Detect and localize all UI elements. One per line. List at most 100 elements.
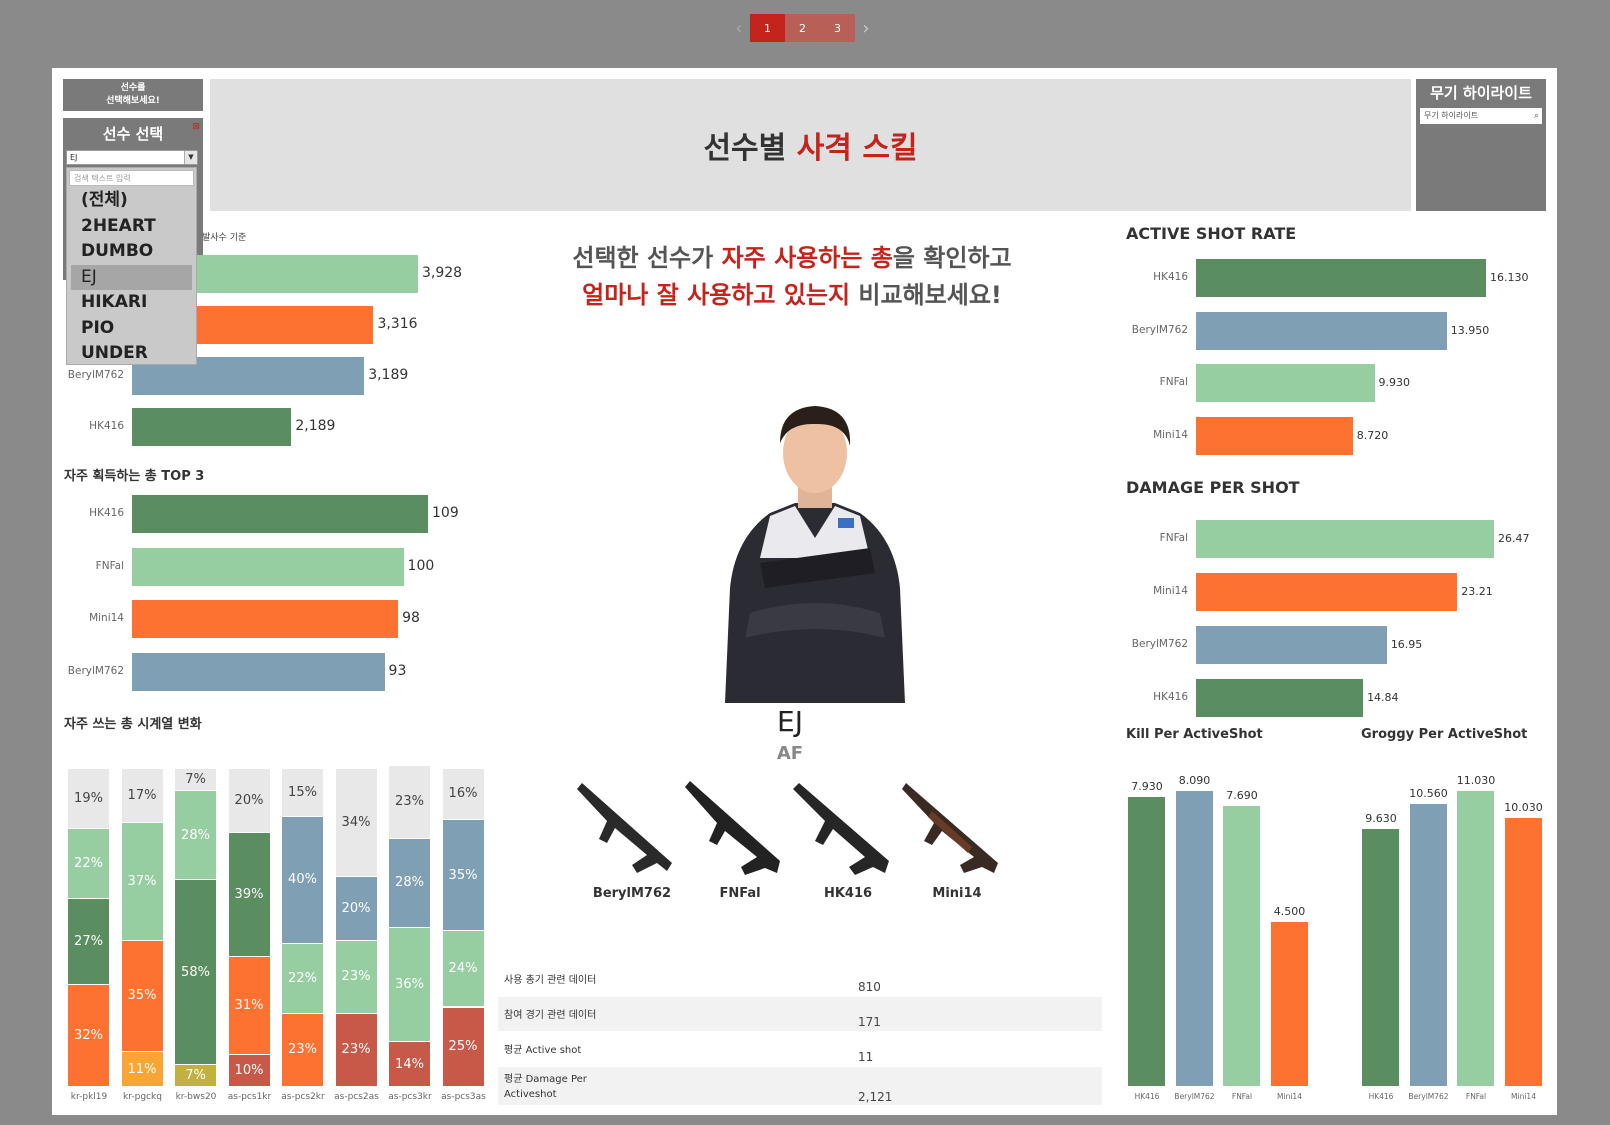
page-2-button[interactable]: 2	[785, 14, 820, 42]
pagination: ‹ 1 2 3 ›	[728, 14, 877, 42]
bar-category-label: BerylM762	[67, 664, 124, 677]
bar	[1504, 817, 1542, 1086]
stat-row-damage-per-activeshot: 평균 Damage Per Activeshot 2,121	[498, 1067, 1102, 1105]
bar	[1270, 921, 1308, 1086]
bar	[1196, 626, 1387, 664]
chart-pickup-title: 자주 획득하는 총 TOP 3	[64, 469, 205, 484]
gun-hk416-icon	[793, 783, 889, 875]
search-icon[interactable]: ⌕	[1533, 111, 1539, 121]
weapon-highlight-input[interactable]: 무기 하이라이트 ⌕	[1420, 108, 1542, 124]
next-page-icon[interactable]: ›	[862, 17, 870, 39]
player-team: AF	[776, 743, 804, 764]
dropdown-option-under[interactable]: UNDER	[81, 343, 148, 363]
gun-label-berylm762: BerylM762	[592, 886, 672, 901]
stat-value: 810	[858, 980, 881, 994]
stack-category-label: as-pcs1kr	[227, 1092, 272, 1102]
gun-label-fnfal: FNFal	[719, 886, 761, 901]
dropdown-search-input[interactable]: 검색 텍스트 입력	[69, 170, 194, 186]
stack-segment: 11%	[121, 1051, 163, 1086]
chart-asr-title: ACTIVE SHOT RATE	[1126, 224, 1297, 243]
stack-segment: 36%	[389, 927, 430, 1042]
bar-value-label: 98	[402, 610, 420, 626]
stat-label: 평균 Active shot	[504, 1045, 582, 1056]
bar-value-label: 16.95	[1390, 638, 1423, 651]
stack-segment: 22%	[282, 942, 323, 1013]
dashboard-canvas: 선수를 선택해보세요! 선수 선택 ⊠ EJ ▼ 검색 텍스트 입력 (전체) …	[52, 68, 1557, 1115]
bar-category-label: BerylM762	[67, 369, 124, 381]
bar-value-label: 9.630	[1365, 811, 1397, 825]
bar-category-label: BerylM762	[1408, 1092, 1449, 1101]
bar-category-label: HK416	[1153, 691, 1188, 703]
stack-segment: 7%	[175, 1063, 216, 1086]
bar	[1196, 364, 1375, 402]
stack-segment: 27%	[68, 898, 109, 985]
player-select[interactable]: EJ ▼	[66, 150, 198, 165]
stat-row-active-shot: 평균 Active shot 11	[498, 1032, 1102, 1066]
stack-category-label: kr-pkl19	[70, 1092, 108, 1102]
stack-category-label: kr-bws20	[175, 1092, 217, 1102]
bar	[132, 495, 428, 533]
stack-segment: 17%	[121, 768, 163, 823]
stack-segment: 23%	[282, 1012, 323, 1086]
stat-label: 평균 Damage Per Activeshot	[504, 1074, 587, 1100]
bar-category-label: FNFal	[1465, 1092, 1487, 1101]
dropdown-option-dumbo[interactable]: DUMBO	[81, 241, 154, 261]
bar-value-label: 16.130	[1490, 271, 1529, 284]
bar-category-label: Mini14	[89, 612, 124, 624]
select-prompt-line1: 선수를	[120, 83, 146, 93]
bar	[1409, 803, 1447, 1086]
bar	[1196, 520, 1494, 558]
stack-segment: 23%	[335, 1012, 377, 1086]
select-prompt-line2: 선택해보세요!	[106, 96, 160, 106]
bar	[1128, 796, 1165, 1086]
chart-kill-title: Kill Per ActiveShot	[1126, 727, 1263, 742]
bar-category-label: BerylM762	[1131, 638, 1188, 650]
bar-category-label: FNFal	[1159, 532, 1188, 544]
stack-segment: 10%	[228, 1054, 270, 1086]
gun-fnfal-icon	[685, 781, 780, 875]
bar-value-label: 3,189	[368, 367, 409, 383]
stack-segment: 35%	[121, 939, 163, 1052]
bar-category-label: Mini14	[1277, 1092, 1302, 1101]
bar	[1457, 791, 1494, 1086]
bar	[1196, 416, 1353, 455]
page-1-button[interactable]: 1	[750, 14, 785, 42]
page-3-button[interactable]: 3	[820, 14, 855, 42]
bar-value-label: 7.690	[1226, 788, 1258, 802]
stack-segment: 20%	[228, 768, 270, 832]
bar-category-label: Mini14	[1511, 1092, 1536, 1101]
bar-value-label: 8.720	[1356, 428, 1389, 442]
bar	[1362, 828, 1399, 1086]
stack-category-label: kr-pgckq	[123, 1092, 162, 1102]
stack-segment: 31%	[228, 955, 270, 1055]
prev-page-icon[interactable]: ‹	[735, 17, 743, 39]
bar-category-label: FNFal	[1231, 1092, 1253, 1101]
dropdown-option-2heart[interactable]: 2HEART	[81, 215, 156, 236]
bar-value-label: 11.030	[1456, 774, 1496, 788]
bar-value-label: 109	[432, 505, 459, 521]
stack-segment: 23%	[335, 939, 377, 1013]
chart-timeseries-title: 자주 쓰는 총 시계열 변화	[64, 717, 202, 732]
stack-segment: 14%	[389, 1041, 430, 1086]
clear-filter-icon[interactable]: ⊠	[192, 122, 200, 132]
stack-segment: 23%	[389, 764, 430, 838]
bar-value-label: 93	[388, 662, 407, 679]
dropdown-option-ej[interactable]: EJ	[71, 264, 192, 290]
stack-segment: 15%	[282, 768, 323, 816]
chevron-down-icon[interactable]: ▼	[184, 151, 197, 164]
dropdown-option-hikari[interactable]: HIKARI	[81, 292, 148, 312]
dropdown-option-pio[interactable]: PIO	[81, 317, 115, 338]
stack-segment: 28%	[389, 837, 430, 927]
gun-label-mini14: Mini14	[932, 886, 982, 901]
headline-part3: 을 확인하고	[892, 244, 1012, 272]
stack-segment: 32%	[68, 984, 109, 1086]
stack-segment: 58%	[175, 879, 216, 1064]
bar-category-label: BerylM762	[1174, 1092, 1215, 1101]
stack-segment: 37%	[121, 822, 163, 940]
dropdown-option-all[interactable]: (전체)	[81, 190, 128, 210]
bar-category-label: HK416	[89, 507, 124, 519]
stack-segment: 20%	[335, 876, 377, 940]
chart-shots-title: 발사수 기준	[202, 233, 247, 243]
weapon-highlight-panel: 무기 하이라이트 무기 하이라이트 ⌕	[1416, 79, 1546, 211]
stat-value: 2,121	[858, 1090, 893, 1104]
